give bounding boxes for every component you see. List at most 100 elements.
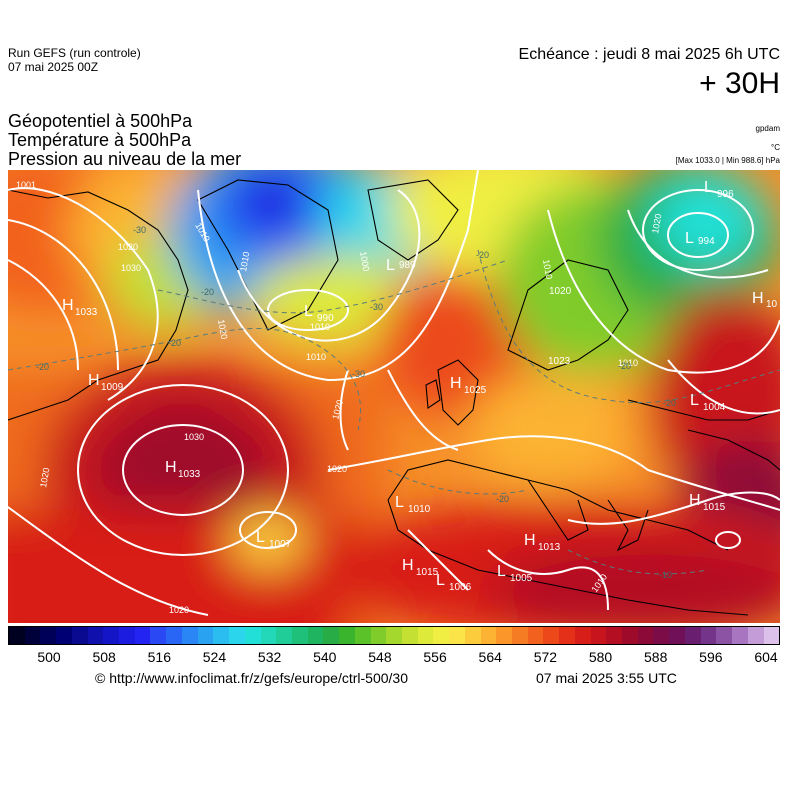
unit-temperature: °C (771, 143, 780, 152)
isotherm-label: -20 (201, 287, 214, 297)
high-value: 1015 (703, 502, 726, 513)
isobar-label: 1000 (358, 251, 371, 272)
unit-pressure-info: [Max 1033.0 | Min 988.6] hPa (675, 156, 780, 165)
high-label: H (165, 459, 177, 476)
high-value: 1025 (464, 385, 487, 396)
color-swatch (684, 627, 701, 644)
color-swatch (464, 627, 481, 644)
color-swatch (574, 627, 591, 644)
color-swatch (716, 627, 733, 644)
color-swatch (40, 627, 57, 644)
color-scale-tick: 516 (147, 649, 171, 665)
color-swatch (24, 627, 41, 644)
weather-map: H 1033 H 1009 H 1033 H 1025 H 1015 H 101… (8, 170, 780, 623)
isotherm-label: -10 (659, 570, 672, 580)
title-temperature: Température à 500hPa (8, 130, 192, 150)
color-swatch (56, 627, 72, 644)
color-scale-tick: 588 (644, 649, 668, 665)
map-svg: H 1033 H 1009 H 1033 H 1025 H 1015 H 101… (8, 170, 780, 623)
isotherm-label: -30 (352, 369, 365, 379)
low-label: L (386, 257, 395, 274)
low-label: L (256, 529, 265, 546)
low-label: L (704, 179, 713, 196)
coastlines (8, 179, 780, 616)
color-scale-tick: 580 (588, 649, 613, 665)
high-label: H (752, 290, 764, 307)
color-swatch (119, 627, 135, 644)
low-value: 1006 (449, 582, 472, 593)
isobar-label: 1030 (184, 432, 204, 442)
color-swatch (622, 627, 638, 644)
run-date: 07 mai 2025 00Z (8, 60, 99, 74)
isobar-label: 1010 (310, 322, 330, 332)
color-scale-tick: 548 (368, 649, 392, 665)
color-swatch (370, 627, 387, 644)
color-scale-tick: 508 (92, 649, 116, 665)
isobars (8, 170, 780, 616)
low-value: 994 (698, 236, 715, 247)
color-scale-tick: 604 (754, 649, 778, 665)
color-scale-tick: 540 (313, 649, 337, 665)
color-scale-tick: 572 (533, 649, 558, 665)
color-swatch (229, 627, 245, 644)
isotherm-label: -30 (133, 225, 146, 235)
color-scale-tick: 500 (37, 649, 61, 665)
isobar-label: 1020 (118, 242, 138, 252)
isobar-label: 1010 (306, 352, 326, 362)
color-swatch (606, 627, 623, 644)
isobar-label: 1020 (216, 319, 229, 340)
low-label: L (690, 392, 699, 409)
low-value: 1005 (510, 573, 533, 584)
color-scale-tick: 556 (423, 649, 447, 665)
color-swatch (71, 627, 88, 644)
isobar-label: 1020 (650, 213, 663, 234)
isobar-label: 1001 (16, 180, 36, 190)
echeance: Echéance : jeudi 8 mai 2025 6h UTC (518, 46, 780, 63)
credit-link[interactable]: © http://www.infoclimat.fr/z/gefs/europe… (95, 670, 409, 686)
low-value: 1010 (408, 504, 431, 515)
high-value: 1033 (75, 307, 98, 318)
high-label: H (450, 375, 462, 392)
color-swatch (339, 627, 355, 644)
color-swatch (307, 627, 324, 644)
color-swatch (732, 627, 748, 644)
high-label: H (402, 557, 414, 574)
title-pressure: Pression au niveau de la mer (8, 149, 242, 169)
color-swatch (433, 627, 450, 644)
isotherm-labels: -30 -20 -20 -30 -20 -30 -20 -20 -20 -20 … (36, 225, 676, 580)
color-swatch (543, 627, 560, 644)
high-label: H (689, 492, 701, 509)
color-swatch (590, 627, 607, 644)
color-swatch (276, 627, 292, 644)
color-swatch (134, 627, 151, 644)
color-swatch (197, 627, 214, 644)
isotherm-label: -20 (168, 338, 181, 348)
high-label: H (88, 372, 100, 389)
isobar-label: 1020 (169, 605, 189, 615)
low-label: L (395, 494, 404, 511)
color-swatch (87, 627, 104, 644)
color-swatch (103, 627, 120, 644)
isotherm-label: -20 (496, 494, 509, 504)
color-swatch (700, 627, 717, 644)
color-swatch (512, 627, 528, 644)
low-label: L (497, 563, 506, 580)
low-value: 1004 (703, 402, 726, 413)
color-swatch (150, 627, 167, 644)
high-label: H (62, 297, 74, 314)
color-swatch (669, 627, 685, 644)
color-swatch (181, 627, 198, 644)
isobar-label: 1020 (327, 464, 347, 474)
low-label: L (304, 303, 313, 320)
color-swatch (401, 627, 418, 644)
color-swatch (747, 627, 764, 644)
isotherm-label: -20 (36, 362, 49, 372)
high-value: 1009 (101, 382, 124, 393)
isotherm-label: -20 (618, 361, 631, 371)
color-swatch (653, 627, 670, 644)
low-label: L (436, 572, 445, 589)
high-value: 10 (766, 299, 778, 310)
color-swatch (386, 627, 402, 644)
isotherm-label: -20 (476, 250, 489, 260)
isobar-label: 1020 (38, 467, 51, 488)
